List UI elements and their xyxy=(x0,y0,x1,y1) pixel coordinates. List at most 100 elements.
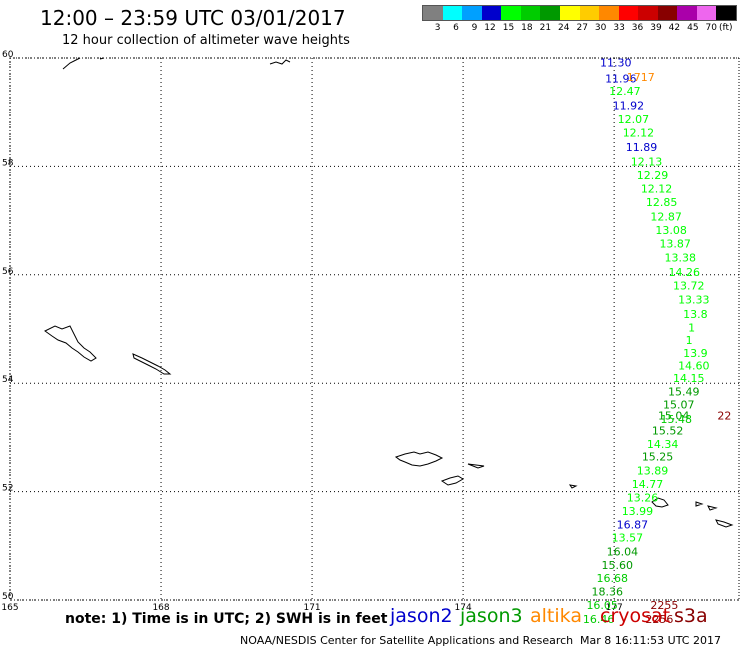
wave-height-label: 13.72 xyxy=(673,279,705,292)
color-swatch xyxy=(657,6,678,20)
wave-height-label: 16.87 xyxy=(617,518,649,531)
coastline-top-mid xyxy=(269,59,291,65)
wave-height-label: 2255 xyxy=(650,599,678,612)
lat-tick-label: 50 xyxy=(2,592,14,602)
lat-tick-label: 56 xyxy=(2,267,14,277)
wave-height-label: 12.07 xyxy=(618,113,650,126)
wave-height-label: 13.9 xyxy=(683,347,708,360)
wave-height-label: 15.07 xyxy=(663,399,695,412)
wave-height-label: 16.05 xyxy=(586,599,618,612)
wave-height-label: 14.15 xyxy=(673,372,705,385)
lon-tick-label: 174 xyxy=(455,603,472,613)
wave-height-label: 11.89 xyxy=(626,141,658,154)
wave-height-label: 12.12 xyxy=(641,182,673,195)
island-large-west xyxy=(44,325,97,362)
color-scale-label: 30 xyxy=(594,23,607,33)
wave-height-label: 15.25 xyxy=(642,451,674,464)
lon-tick-label: 168 xyxy=(152,603,169,613)
wave-height-label: 12.47 xyxy=(609,85,641,98)
color-swatch xyxy=(423,6,443,20)
legend-altika: altika xyxy=(530,605,582,627)
lat-tick-label: 60 xyxy=(2,50,14,60)
wave-height-label: 13.99 xyxy=(622,505,654,518)
wave-height-label: 16.04 xyxy=(607,546,639,559)
wave-height-label: 18.36 xyxy=(591,586,623,599)
wave-height-label: 13.87 xyxy=(659,238,691,251)
coastline-top-left xyxy=(62,57,105,70)
wave-height-label: 15.48 xyxy=(660,413,692,426)
wave-height-label: 2256 xyxy=(645,613,673,626)
island-small-west xyxy=(132,353,172,375)
wave-height-label: 11.92 xyxy=(613,99,645,112)
page-subtitle: 12 hour collection of altimeter wave hei… xyxy=(62,33,350,48)
color-swatch xyxy=(677,6,697,20)
color-scale-label: 36 xyxy=(631,23,644,33)
page-title: 12:00 – 23:59 UTC 03/01/2017 xyxy=(40,6,346,30)
wave-height-label: 11.96 xyxy=(605,72,637,85)
wave-height-label: 15.49 xyxy=(668,386,700,399)
credit-text: NOAA/NESDIS Center for Satellite Applica… xyxy=(240,634,574,647)
lon-tick-label: 171 xyxy=(303,603,320,613)
color-scale-label: 39 xyxy=(650,23,662,33)
wave-height-label: 13.8 xyxy=(683,308,708,321)
wave-height-label: 1717 xyxy=(627,71,655,84)
legend-jason2: jason2 xyxy=(390,605,453,627)
color-scale-label: 27 xyxy=(576,23,588,33)
wave-height-label: 13.33 xyxy=(678,294,710,307)
color-swatch xyxy=(520,6,541,20)
islet-east xyxy=(568,484,578,489)
color-swatch xyxy=(618,6,639,20)
color-scale-label: 45 xyxy=(687,23,699,33)
color-swatch xyxy=(599,6,619,20)
color-swatch xyxy=(559,6,580,20)
wave-height-label: 13.38 xyxy=(664,251,696,264)
legend-s3a: s3a xyxy=(674,605,708,627)
color-swatch xyxy=(462,6,482,20)
wave-height-label: 15.04 xyxy=(658,410,690,423)
wave-height-label: 12.29 xyxy=(637,169,669,182)
observations: 11.3011.96171712.4711.9212.0712.1211.891… xyxy=(583,57,731,626)
color-scale-label: 18 xyxy=(521,23,533,33)
color-scale-labels: 3 6 9 12 15 18 21 24 27 30 33 36 39 42 45 70 (ft) xyxy=(422,23,737,33)
wave-height-label: 14.26 xyxy=(669,266,701,279)
generated-timestamp: Mar 8 16:11:53 UTC 2017 xyxy=(580,634,721,647)
wave-height-label: 12.13 xyxy=(631,155,663,168)
color-scale-label: 6 xyxy=(453,23,459,33)
color-scale-swatches xyxy=(422,5,737,21)
color-swatch xyxy=(501,6,521,20)
wave-height-label: 13.08 xyxy=(655,224,687,237)
legend-cryosat: cryosat xyxy=(600,605,671,627)
wave-height-label: 12.85 xyxy=(646,196,678,209)
wave-height-label: 22 xyxy=(717,410,731,423)
island-cluster-mid xyxy=(394,451,444,467)
map-grid: 165 168 171 174 177 50 52 54 56 58 60 xyxy=(1,50,740,613)
color-swatch xyxy=(579,6,600,20)
color-swatch xyxy=(716,6,736,20)
lat-tick-label: 52 xyxy=(2,484,13,494)
color-scale-label: 9 xyxy=(471,23,478,33)
wave-height-label: 13.89 xyxy=(637,464,669,477)
wave-height-label: 14.34 xyxy=(647,438,679,451)
color-swatch xyxy=(442,6,463,20)
coastline xyxy=(44,57,734,528)
color-swatch xyxy=(540,6,560,20)
color-scale-label: 21 xyxy=(539,23,552,33)
color-scale-label: 3 xyxy=(434,23,441,33)
island-east-cluster xyxy=(651,497,734,528)
wave-height-label: 16.68 xyxy=(597,572,629,585)
island-mid-small xyxy=(440,475,464,486)
color-scale-label: 42 xyxy=(668,23,681,33)
lat-tick-label: 54 xyxy=(2,375,14,385)
legend-jason3: jason3 xyxy=(460,605,523,627)
wave-height-label: 13.26 xyxy=(627,491,659,504)
wave-height-label: 11.30 xyxy=(600,57,632,70)
wave-height-label: 1 xyxy=(686,334,693,347)
color-scale: 3 6 9 12 15 18 21 24 27 30 33 36 39 42 45 70 (ft) xyxy=(422,5,737,35)
wave-height-label: 14.60 xyxy=(678,360,710,373)
wave-height-label: 12.12 xyxy=(623,127,655,140)
lon-tick-label: 177 xyxy=(606,603,623,613)
wave-height-label: 13.57 xyxy=(612,531,644,544)
lon-tick-label: 165 xyxy=(1,603,18,613)
units-note: note: 1) Time is in UTC; 2) SWH is in fe… xyxy=(65,611,388,627)
